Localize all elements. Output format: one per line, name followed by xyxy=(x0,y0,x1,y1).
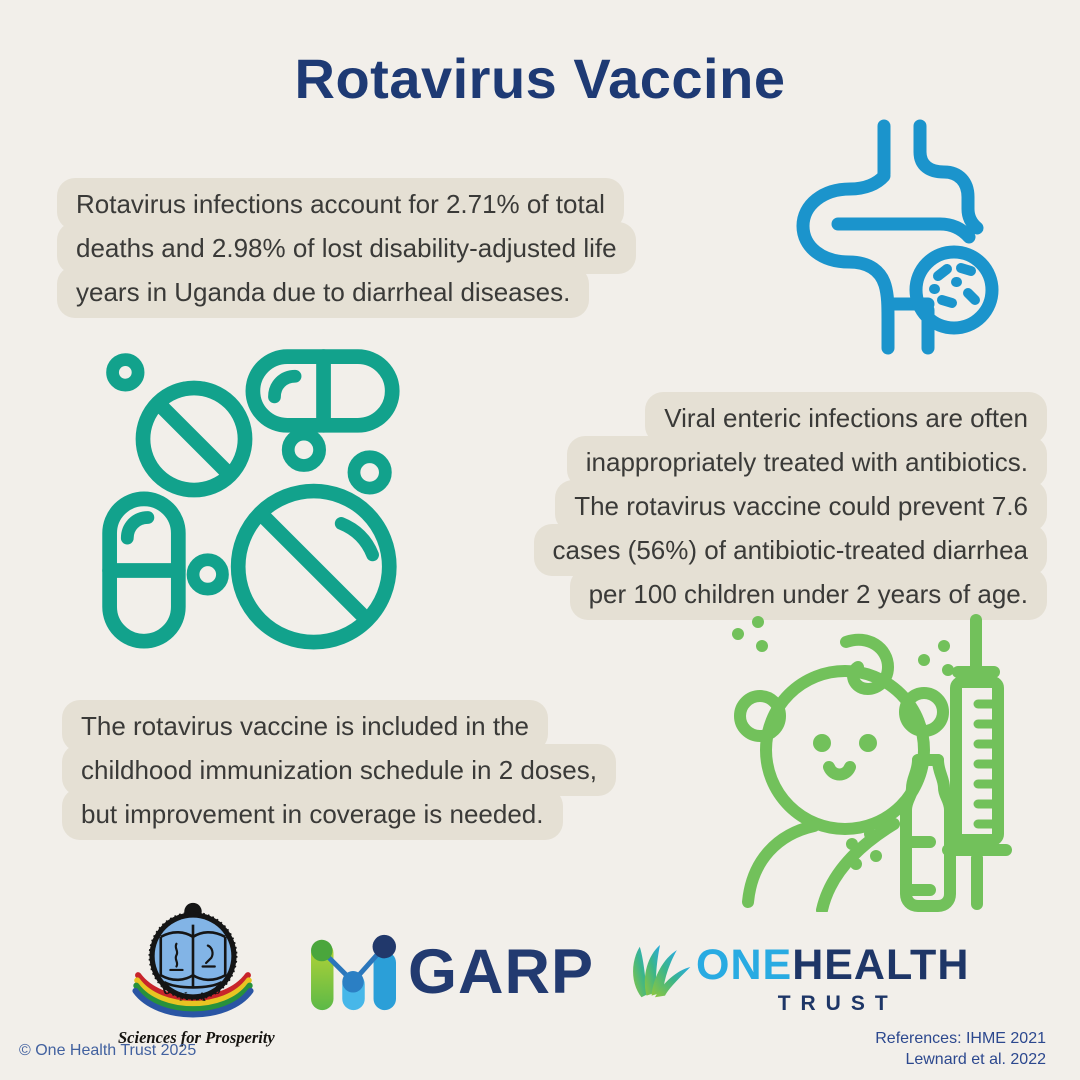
oht-trust-text: TRUST xyxy=(777,992,898,1015)
svg-text:S: S xyxy=(212,982,223,997)
baby-outline xyxy=(734,614,1012,912)
one-health-trust-logo: ONEHEALTH TRUST xyxy=(628,942,969,1016)
baby-head xyxy=(760,665,930,835)
copyright-text: © One Health Trust 2025 xyxy=(19,1042,197,1059)
oht-one-text: ONE xyxy=(696,941,793,989)
fact-antibiotics-text: Viral enteric infections are often inapp… xyxy=(533,392,1047,620)
baby-eye-left xyxy=(813,734,831,752)
garp-logo: GARP xyxy=(306,930,594,1014)
intestine-outline xyxy=(796,119,999,355)
baby-with-vaccine-svg xyxy=(732,614,1012,912)
garp-wordmark: GARP xyxy=(408,937,595,1007)
fact-burden-text: Rotavirus infections account for 2.71% o… xyxy=(57,178,636,318)
baby-dots xyxy=(732,616,954,870)
page-title: Rotavirus Vaccine xyxy=(294,47,786,110)
baby-ear-left xyxy=(734,690,786,742)
baby-ear-right xyxy=(899,687,949,737)
oht-wordmark: ONEHEALTH TRUST xyxy=(696,942,969,1016)
fact-schedule-text: The rotavirus vaccine is included in the… xyxy=(62,700,616,840)
pills-group xyxy=(102,349,400,650)
svg-text:U: U xyxy=(160,982,173,998)
oht-health-text: HEALTH xyxy=(792,941,970,989)
unas-tagline: Sciences for Prosperity xyxy=(118,1028,275,1047)
ampoule xyxy=(900,754,956,912)
intestine-with-rotavirus-icon xyxy=(788,118,1010,358)
hair-curl xyxy=(840,633,894,695)
bacteria-particles xyxy=(929,263,980,308)
intestine-with-rotavirus-svg xyxy=(796,119,999,355)
baby-with-vaccine-icon xyxy=(712,610,1034,912)
svg-text:A: A xyxy=(197,989,207,1004)
magnifier-circle xyxy=(909,245,999,335)
baby-shoulder xyxy=(742,820,820,908)
leaf-fan-icon xyxy=(633,945,691,998)
baby-smile xyxy=(823,761,856,781)
unas-crest-icon: U N A S xyxy=(132,902,254,1018)
fact-burden: Rotavirus infections account for 2.71% o… xyxy=(57,178,636,318)
svg-text:N: N xyxy=(178,989,188,1004)
baby-chest xyxy=(816,818,900,912)
syringe-ticks xyxy=(973,699,1001,829)
baby-eye-right xyxy=(859,734,877,752)
book-symbols xyxy=(169,942,216,972)
tablet-banned-large xyxy=(230,483,397,650)
open-book xyxy=(159,924,227,989)
unas-letters: U N A S xyxy=(160,982,223,1004)
fact-schedule: The rotavirus vaccine is included in the… xyxy=(62,700,616,840)
tablet-banned-small xyxy=(135,380,253,498)
bar-chart-icon xyxy=(311,934,396,1011)
fact-antibiotics: Viral enteric infections are often inapp… xyxy=(387,392,1047,620)
references-text: References: IHME 2021 Lewnard et al. 202… xyxy=(875,1030,1046,1068)
unas-logo: U N A S Sciences for Prosperity xyxy=(118,902,275,1048)
no-antibiotics-pills-icon xyxy=(90,336,404,652)
no-antibiotics-pills-svg xyxy=(102,349,400,650)
